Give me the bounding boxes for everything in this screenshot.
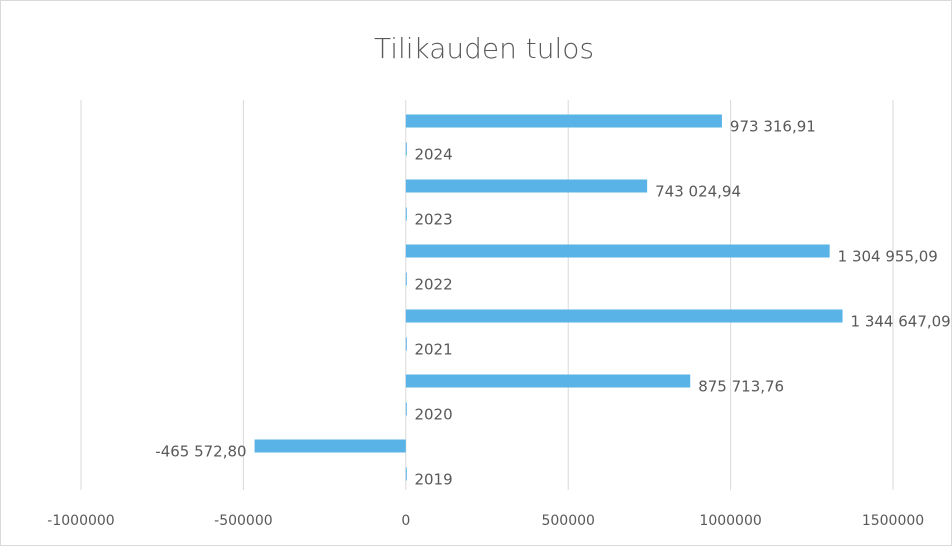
x-tick-label: 500000 [541, 513, 594, 529]
data-label: 2021 [414, 341, 452, 359]
data-label: 1 304 955,09 [838, 248, 938, 266]
data-label: 2020 [414, 406, 452, 424]
chart-title: Tilikauden tulos [374, 32, 594, 65]
data-label: 973 316,91 [730, 118, 816, 136]
bar [405, 309, 843, 323]
data-label: -465 572,80 [155, 443, 246, 461]
x-tick-label: 1000000 [699, 513, 761, 529]
x-tick-label: -500000 [214, 513, 273, 529]
data-label: 875 713,76 [698, 378, 784, 396]
x-tick-label: -1000000 [47, 513, 114, 529]
bar [405, 179, 648, 193]
bar [405, 374, 691, 388]
data-label: 1 344 647,09 [851, 313, 951, 331]
bar [405, 207, 407, 221]
bar [405, 402, 407, 416]
data-label: 743 024,94 [655, 183, 741, 201]
data-label: 2023 [414, 211, 452, 229]
bar [405, 114, 722, 128]
data-label: 2019 [414, 471, 452, 489]
data-label: 2022 [414, 276, 452, 294]
bar [405, 467, 407, 481]
x-tick-label: 0 [401, 513, 410, 529]
bar [254, 439, 406, 453]
bar [405, 272, 407, 286]
bar [405, 244, 830, 258]
bar [405, 337, 407, 351]
data-label: 2024 [414, 146, 452, 164]
x-tick-label: 1500000 [862, 513, 924, 529]
bar [405, 142, 407, 156]
